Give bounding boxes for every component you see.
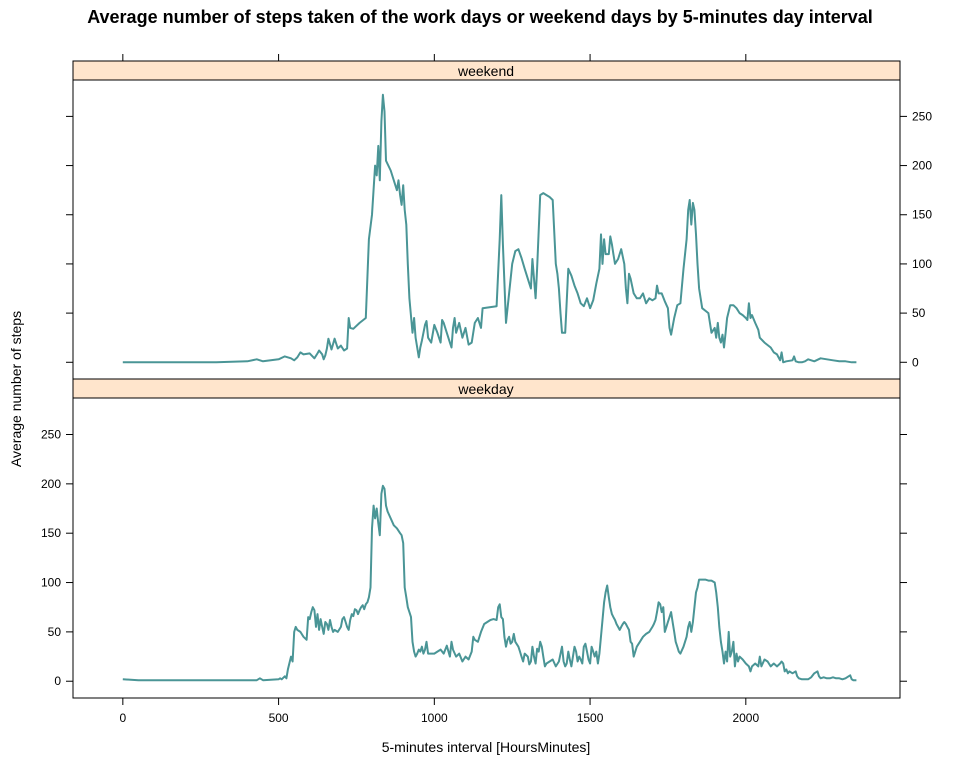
y-tick-label: 0 — [912, 355, 919, 369]
chart-title: Average number of steps taken of the wor… — [87, 7, 873, 27]
y-tick-label: 250 — [41, 428, 61, 442]
strip-weekday — [72, 378, 901, 399]
strip-label-weekday: weekday — [457, 381, 513, 397]
x-tick-label: 500 — [269, 711, 289, 725]
y-tick-label: 100 — [912, 257, 932, 271]
series-line-weekday — [122, 484, 857, 682]
y-tick-label: 200 — [912, 159, 932, 173]
strip-weekend — [72, 60, 901, 81]
x-tick-label: 0 — [119, 711, 126, 725]
y-tick-label: 100 — [41, 576, 61, 590]
y-tick-label: 50 — [912, 306, 926, 320]
y-tick-label: 50 — [48, 625, 62, 639]
series-line-weekend — [122, 93, 857, 364]
x-tick-label: 2000 — [732, 711, 759, 725]
axis-ticks: 0 500 1000 1500 2000 0 50 100 150 200 250 0 50 100 150… — [41, 54, 932, 725]
y-tick-label: 200 — [41, 477, 61, 491]
x-axis-label: 5-minutes interval [HoursMinutes] — [382, 739, 591, 755]
strip-label-weekend: weekend — [457, 63, 514, 79]
y-tick-label: 150 — [912, 208, 932, 222]
y-tick-label: 250 — [912, 109, 932, 123]
y-axis-label: Average number of steps — [8, 311, 24, 467]
y-tick-label: 150 — [41, 526, 61, 540]
panel-weekend-frame — [72, 79, 901, 380]
x-tick-label: 1500 — [577, 711, 604, 725]
y-tick-label: 0 — [54, 674, 61, 688]
panel-weekday-frame — [72, 397, 901, 699]
x-tick-label: 1000 — [421, 711, 448, 725]
